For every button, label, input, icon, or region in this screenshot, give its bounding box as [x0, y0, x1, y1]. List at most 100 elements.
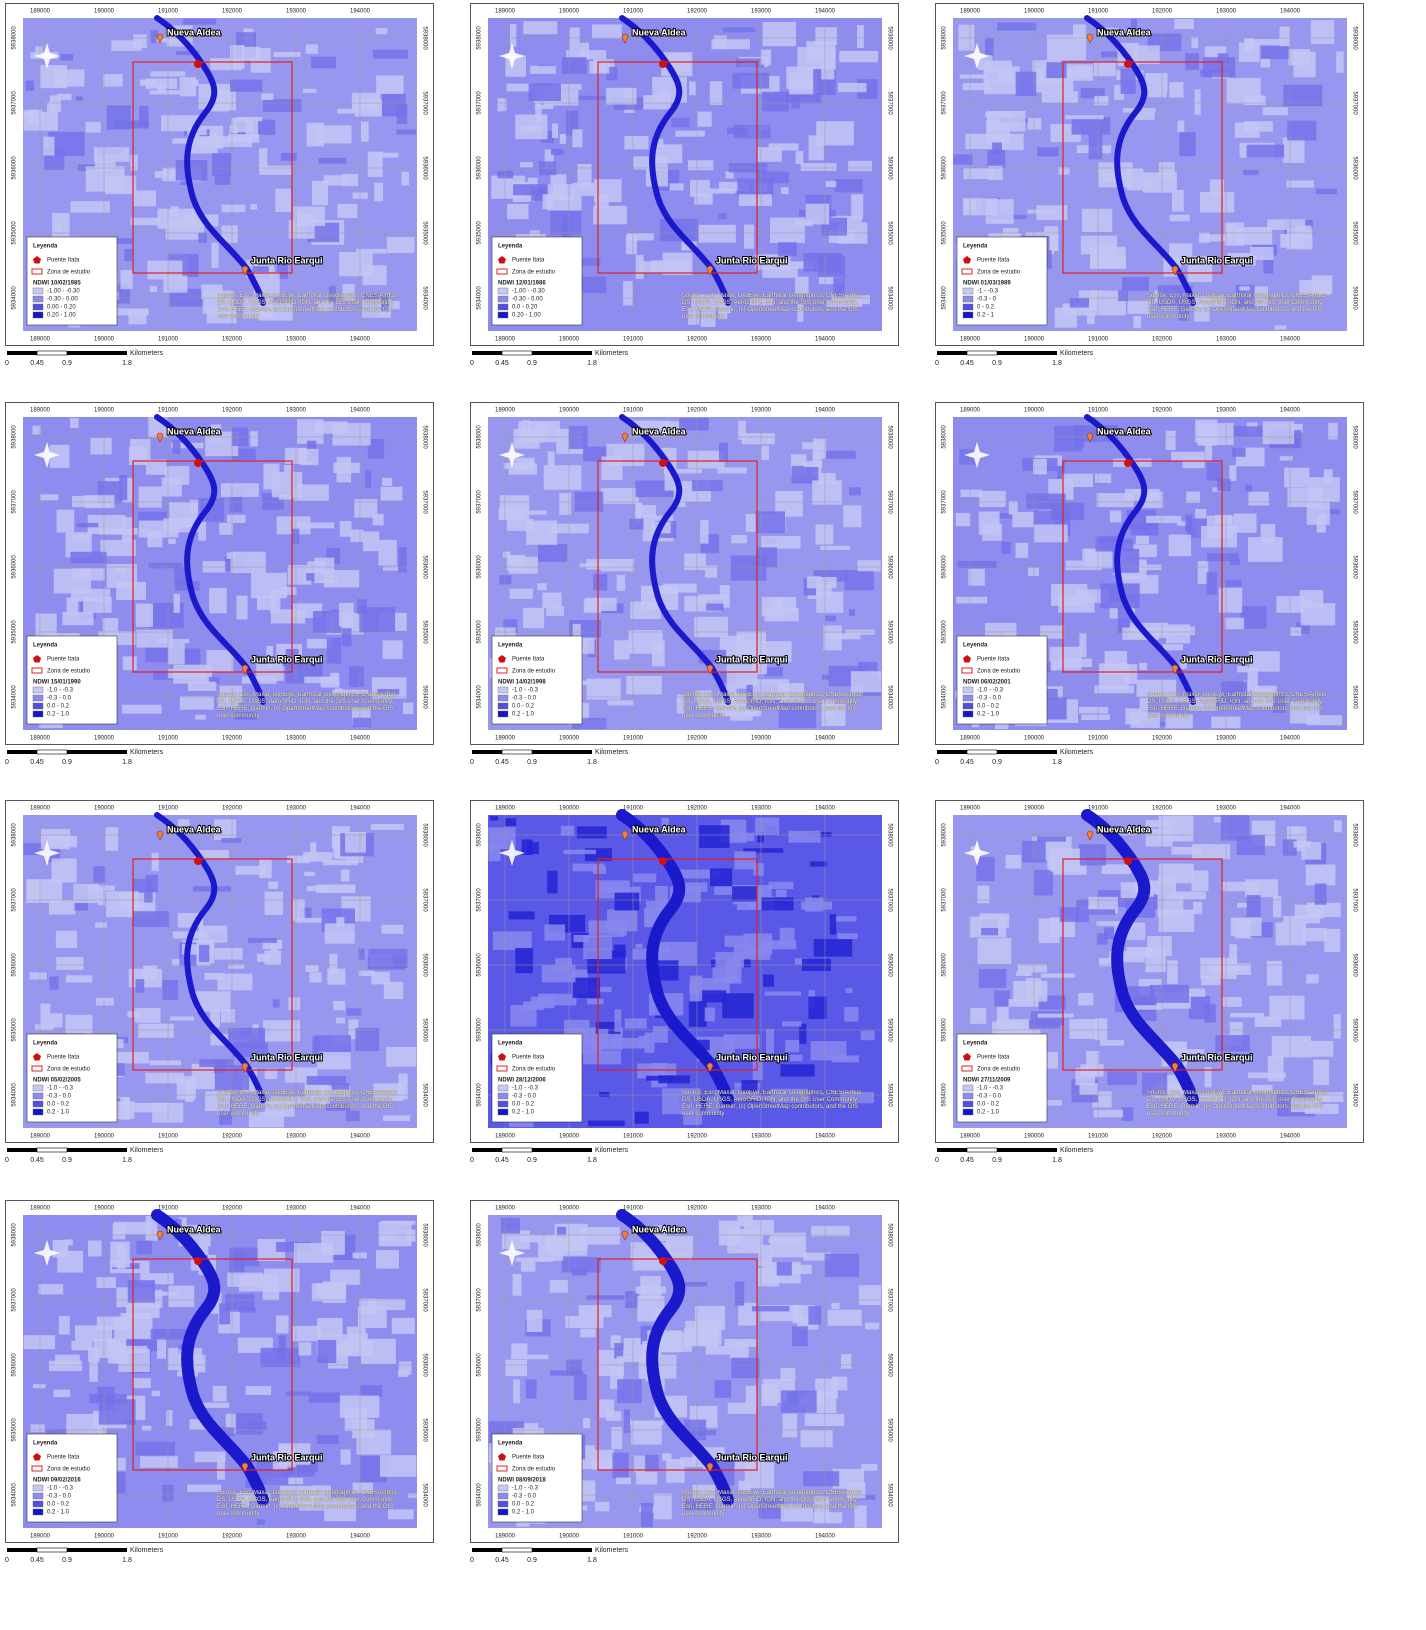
land-patch — [572, 1269, 587, 1276]
source-box: Source: Esri, Maxar, GeoEye, Earthstar G… — [1147, 1090, 1327, 1124]
y-tick-label: 5937000 — [942, 888, 948, 912]
land-patch — [126, 1304, 160, 1318]
y-tick-label: 5936000 — [1351, 953, 1357, 977]
legend-label: 0.0 - 0.2 — [977, 1102, 1000, 1108]
land-patch — [1089, 134, 1103, 159]
x-tick-label: 193000 — [286, 1534, 307, 1540]
land-patch — [356, 249, 386, 254]
x-tick-label: 189000 — [495, 736, 516, 742]
land-patch — [94, 147, 129, 162]
land-patch — [219, 523, 233, 535]
map: 1890001890001900001900001910001910001920… — [470, 402, 910, 774]
land-patch — [515, 115, 547, 140]
land-patch — [132, 190, 156, 206]
land-patch — [831, 1303, 839, 1309]
land-patch — [692, 480, 723, 491]
y-tick-label: 5938000 — [942, 823, 948, 847]
scale-unit: Kilometers — [130, 1547, 164, 1554]
land-patch — [653, 1026, 668, 1043]
land-patch — [371, 824, 404, 830]
x-tick-label: 192000 — [222, 9, 243, 15]
y-tick-label: 5937000 — [477, 490, 483, 514]
scale-label: 1.8 — [587, 1157, 597, 1164]
x-tick-label: 191000 — [623, 736, 644, 742]
land-patch — [1016, 72, 1037, 96]
y-tick-label: 5935000 — [886, 1418, 892, 1442]
land-patch — [607, 700, 633, 705]
land-patch — [814, 939, 853, 957]
scale-seg — [532, 351, 592, 355]
y-tick-label: 5938000 — [886, 26, 892, 50]
scale-label: 0.45 — [495, 1557, 509, 1564]
land-patch — [658, 947, 671, 952]
land-patch — [783, 1414, 798, 1438]
scale-seg — [997, 351, 1057, 355]
land-patch — [55, 1355, 80, 1367]
y-tick-label: 5935000 — [421, 221, 427, 245]
x-tick-label: 193000 — [751, 9, 772, 15]
land-patch — [1273, 896, 1281, 917]
legend-swatch — [33, 687, 43, 693]
x-tick-label: 189000 — [30, 9, 51, 15]
x-tick-label: 190000 — [559, 408, 580, 414]
land-patch — [617, 1379, 642, 1403]
scale-unit: Kilometers — [595, 350, 629, 357]
land-patch — [145, 875, 157, 892]
land-patch — [1133, 1005, 1163, 1010]
land-patch — [130, 155, 138, 171]
y-tick-label: 5936000 — [421, 555, 427, 579]
x-tick-label: 191000 — [158, 736, 179, 742]
land-patch — [670, 183, 684, 190]
y-tick-label: 5935000 — [477, 221, 483, 245]
land-patch — [374, 183, 383, 201]
land-patch — [624, 1409, 630, 1432]
legend-label: -0.3 - 0.0 — [512, 1094, 537, 1100]
land-patch — [121, 270, 133, 289]
land-patch — [31, 1424, 45, 1432]
land-patch — [1207, 965, 1246, 971]
source-box: Source: Esri, Maxar, GeoEye, Earthstar G… — [217, 293, 397, 327]
land-patch — [305, 965, 318, 972]
land-patch — [1174, 19, 1194, 29]
scale-unit: Kilometers — [595, 1147, 629, 1154]
y-tick-label: 5937000 — [1351, 91, 1357, 115]
land-patch — [1059, 167, 1070, 175]
land-patch — [124, 249, 132, 261]
x-tick-label: 193000 — [751, 408, 772, 414]
legend-swatch — [963, 1085, 973, 1091]
land-patch — [688, 160, 713, 170]
land-patch — [997, 23, 1036, 31]
land-patch — [350, 530, 363, 543]
x-tick-label: 192000 — [687, 806, 708, 812]
legend-swatch — [33, 1493, 43, 1499]
legend-swatch — [963, 296, 973, 302]
source-box: Source: Esri, Maxar, GeoEye, Earthstar G… — [217, 692, 397, 726]
x-tick-label: 194000 — [815, 9, 836, 15]
land-patch — [617, 575, 625, 591]
land-patch — [90, 438, 111, 455]
land-patch — [376, 28, 388, 34]
bridge-marker — [1124, 459, 1132, 467]
legend-swatch — [33, 296, 43, 302]
land-patch — [382, 478, 392, 486]
legend-label: -0.30 - 0.00 — [512, 297, 543, 303]
land-patch — [1261, 46, 1289, 59]
land-patch — [228, 1028, 265, 1048]
land-patch — [736, 58, 764, 67]
land-patch — [1041, 973, 1076, 977]
land-patch — [740, 833, 755, 841]
x-tick-label: 192000 — [222, 1534, 243, 1540]
land-patch — [329, 954, 337, 975]
y-tick-label: 5936000 — [942, 555, 948, 579]
land-patch — [1054, 426, 1082, 452]
land-patch — [1122, 277, 1149, 290]
land-patch — [755, 818, 779, 836]
land-patch — [1293, 52, 1315, 78]
scale-label: 0 — [470, 360, 474, 367]
map: 1890001890001900001900001910001910001920… — [470, 1200, 910, 1572]
x-tick-label: 193000 — [286, 1134, 307, 1140]
source-text: Source: Esri, Maxar, GeoEye, Earthstar G… — [682, 293, 862, 321]
land-patch — [273, 999, 280, 1007]
legend-label: 0.0 - 0.20 — [512, 305, 538, 311]
land-patch — [550, 211, 581, 235]
